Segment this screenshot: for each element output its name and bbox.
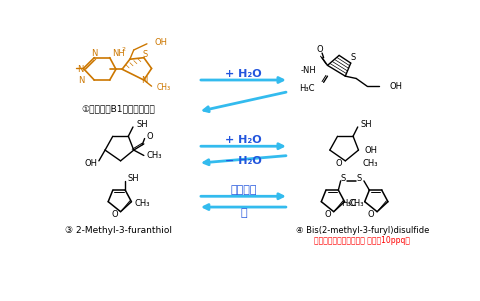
Text: SH: SH: [127, 174, 139, 183]
Text: NH: NH: [112, 48, 124, 57]
Text: + H₂O: + H₂O: [225, 69, 262, 79]
Text: N: N: [141, 76, 147, 85]
Text: 酸化・光: 酸化・光: [230, 185, 256, 195]
Text: CH₃: CH₃: [146, 151, 162, 160]
Text: CH₃: CH₃: [361, 159, 377, 168]
Text: S: S: [350, 53, 355, 62]
Text: N: N: [77, 65, 84, 74]
Text: OH: OH: [389, 82, 402, 91]
Text: ③ 2-Methyl-3-furanthiol: ③ 2-Methyl-3-furanthiol: [65, 226, 171, 235]
Text: + H₂O: + H₂O: [225, 135, 262, 145]
Text: OH: OH: [155, 38, 168, 47]
Text: O: O: [111, 210, 118, 219]
Text: H₃C: H₃C: [341, 200, 356, 209]
Text: N: N: [91, 48, 97, 57]
Text: CH₃: CH₃: [156, 83, 171, 92]
Text: -NH: -NH: [300, 66, 315, 75]
Text: O: O: [335, 160, 342, 169]
Text: ④ Bis(2-methyl-3-furyl)disulfide: ④ Bis(2-methyl-3-furyl)disulfide: [295, 226, 428, 235]
Text: ①ビタミンB1（チアミン）: ①ビタミンB1（チアミン）: [81, 104, 155, 113]
Text: OH: OH: [364, 146, 377, 155]
Text: N: N: [78, 76, 84, 85]
Text: O: O: [316, 45, 323, 54]
Text: O: O: [324, 210, 330, 219]
Text: O: O: [367, 210, 373, 219]
Text: S: S: [143, 50, 148, 59]
Text: S: S: [340, 174, 345, 183]
Text: H₃C: H₃C: [298, 84, 313, 93]
Text: CH₃: CH₃: [134, 200, 150, 209]
Text: 熱: 熱: [240, 208, 247, 218]
Text: CH₃: CH₃: [348, 200, 363, 209]
Text: SH: SH: [360, 120, 372, 129]
Text: − H₂O: − H₂O: [225, 156, 262, 166]
Text: O: O: [146, 132, 153, 141]
Text: （史上最低の閾値物質？ 閾値：10ppq）: （史上最低の閾値物質？ 閾値：10ppq）: [314, 236, 409, 245]
Text: 2: 2: [121, 47, 125, 51]
Text: S: S: [356, 174, 361, 183]
Text: OH: OH: [84, 159, 97, 168]
Text: SH: SH: [136, 120, 147, 129]
